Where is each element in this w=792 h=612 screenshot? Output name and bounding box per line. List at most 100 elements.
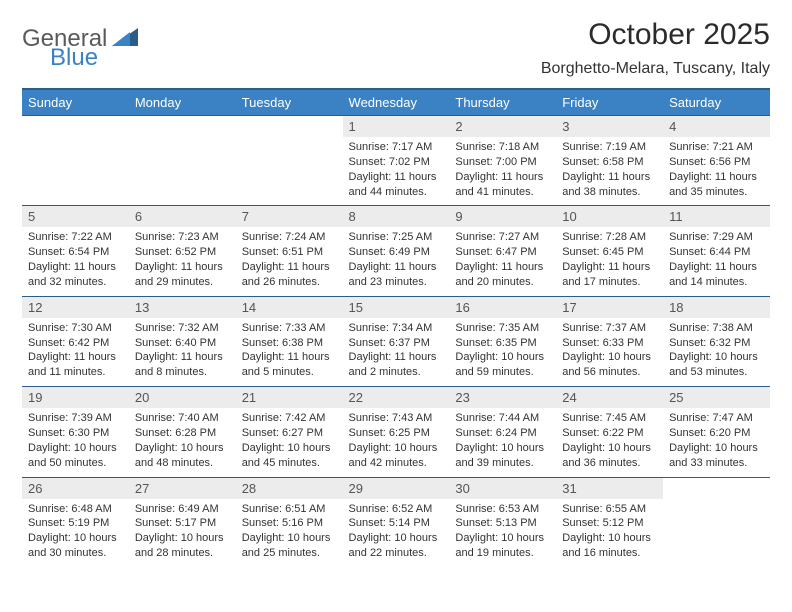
day-number-cell: 30 (449, 477, 556, 499)
day-d2: and 48 minutes. (135, 456, 230, 471)
day-d2: and 56 minutes. (562, 365, 657, 380)
day-sr: Sunrise: 7:19 AM (562, 140, 657, 155)
week-2-info-row: Sunrise: 7:30 AMSunset: 6:42 PMDaylight:… (22, 318, 770, 387)
day-info-cell (663, 499, 770, 567)
day-info-cell: Sunrise: 7:42 AMSunset: 6:27 PMDaylight:… (236, 408, 343, 477)
day-info-cell: Sunrise: 7:35 AMSunset: 6:35 PMDaylight:… (449, 318, 556, 387)
day-info-cell: Sunrise: 6:53 AMSunset: 5:13 PMDaylight:… (449, 499, 556, 567)
day-ss: Sunset: 6:30 PM (28, 426, 123, 441)
day-ss: Sunset: 6:44 PM (669, 245, 764, 260)
day-d2: and 29 minutes. (135, 275, 230, 290)
day-ss: Sunset: 6:25 PM (349, 426, 444, 441)
day-number-cell (129, 116, 236, 138)
day-d1: Daylight: 11 hours (135, 260, 230, 275)
week-1-info-row: Sunrise: 7:22 AMSunset: 6:54 PMDaylight:… (22, 227, 770, 296)
day-ss: Sunset: 6:33 PM (562, 336, 657, 351)
day-sr: Sunrise: 7:30 AM (28, 321, 123, 336)
week-3-daynum-row: 19202122232425 (22, 387, 770, 409)
day-number-cell: 2 (449, 116, 556, 138)
day-sr: Sunrise: 7:37 AM (562, 321, 657, 336)
day-sr: Sunrise: 7:43 AM (349, 411, 444, 426)
day-ss: Sunset: 6:28 PM (135, 426, 230, 441)
day-ss: Sunset: 5:17 PM (135, 516, 230, 531)
day-info-cell: Sunrise: 7:25 AMSunset: 6:49 PMDaylight:… (343, 227, 450, 296)
day-d1: Daylight: 11 hours (28, 260, 123, 275)
day-ss: Sunset: 6:49 PM (349, 245, 444, 260)
day-d2: and 39 minutes. (455, 456, 550, 471)
day-number-cell: 14 (236, 296, 343, 318)
day-d2: and 19 minutes. (455, 546, 550, 561)
week-2-daynum-row: 12131415161718 (22, 296, 770, 318)
day-sr: Sunrise: 7:17 AM (349, 140, 444, 155)
day-ss: Sunset: 6:47 PM (455, 245, 550, 260)
day-info-cell: Sunrise: 7:17 AMSunset: 7:02 PMDaylight:… (343, 137, 450, 206)
day-number-cell: 21 (236, 387, 343, 409)
day-ss: Sunset: 5:12 PM (562, 516, 657, 531)
day-ss: Sunset: 6:24 PM (455, 426, 550, 441)
day-d2: and 33 minutes. (669, 456, 764, 471)
day-ss: Sunset: 6:38 PM (242, 336, 337, 351)
day-info-cell: Sunrise: 7:39 AMSunset: 6:30 PMDaylight:… (22, 408, 129, 477)
logo: General Blue (22, 24, 138, 70)
day-info-cell: Sunrise: 7:44 AMSunset: 6:24 PMDaylight:… (449, 408, 556, 477)
day-d1: Daylight: 11 hours (669, 260, 764, 275)
day-d2: and 2 minutes. (349, 365, 444, 380)
logo-text-wrap: General Blue (22, 24, 138, 70)
day-ss: Sunset: 7:02 PM (349, 155, 444, 170)
day-number-cell: 25 (663, 387, 770, 409)
location-text: Borghetto-Melara, Tuscany, Italy (541, 60, 770, 78)
day-d2: and 38 minutes. (562, 185, 657, 200)
day-sr: Sunrise: 7:24 AM (242, 230, 337, 245)
day-number-cell: 26 (22, 477, 129, 499)
day-number-cell: 8 (343, 206, 450, 228)
day-ss: Sunset: 6:52 PM (135, 245, 230, 260)
day-sr: Sunrise: 7:42 AM (242, 411, 337, 426)
day-sr: Sunrise: 7:40 AM (135, 411, 230, 426)
day-info-cell: Sunrise: 7:38 AMSunset: 6:32 PMDaylight:… (663, 318, 770, 387)
day-d2: and 23 minutes. (349, 275, 444, 290)
day-number-cell: 6 (129, 206, 236, 228)
day-d2: and 50 minutes. (28, 456, 123, 471)
day-sr: Sunrise: 7:28 AM (562, 230, 657, 245)
day-sr: Sunrise: 6:55 AM (562, 502, 657, 517)
week-1-daynum-row: 567891011 (22, 206, 770, 228)
day-d1: Daylight: 11 hours (135, 350, 230, 365)
day-info-cell (129, 137, 236, 206)
day-d2: and 8 minutes. (135, 365, 230, 380)
day-number-cell: 1 (343, 116, 450, 138)
day-d1: Daylight: 10 hours (242, 441, 337, 456)
day-info-cell: Sunrise: 7:37 AMSunset: 6:33 PMDaylight:… (556, 318, 663, 387)
day-sr: Sunrise: 6:53 AM (455, 502, 550, 517)
day-d1: Daylight: 11 hours (349, 350, 444, 365)
day-sr: Sunrise: 7:33 AM (242, 321, 337, 336)
day-ss: Sunset: 6:27 PM (242, 426, 337, 441)
dayhead-monday: Monday (129, 89, 236, 116)
logo-text-blue: Blue (50, 47, 138, 70)
day-ss: Sunset: 5:16 PM (242, 516, 337, 531)
day-info-cell: Sunrise: 7:47 AMSunset: 6:20 PMDaylight:… (663, 408, 770, 477)
day-d2: and 17 minutes. (562, 275, 657, 290)
dayhead-saturday: Saturday (663, 89, 770, 116)
day-d1: Daylight: 10 hours (349, 441, 444, 456)
day-d2: and 22 minutes. (349, 546, 444, 561)
dayhead-thursday: Thursday (449, 89, 556, 116)
day-info-cell: Sunrise: 7:40 AMSunset: 6:28 PMDaylight:… (129, 408, 236, 477)
dayhead-tuesday: Tuesday (236, 89, 343, 116)
day-ss: Sunset: 5:14 PM (349, 516, 444, 531)
day-d1: Daylight: 10 hours (455, 350, 550, 365)
day-d1: Daylight: 10 hours (349, 531, 444, 546)
day-d2: and 42 minutes. (349, 456, 444, 471)
day-d2: and 59 minutes. (455, 365, 550, 380)
day-info-cell: Sunrise: 6:49 AMSunset: 5:17 PMDaylight:… (129, 499, 236, 567)
day-d1: Daylight: 10 hours (562, 350, 657, 365)
day-number-cell (663, 477, 770, 499)
day-d2: and 28 minutes. (135, 546, 230, 561)
page-title: October 2025 (541, 18, 770, 52)
day-number-cell: 4 (663, 116, 770, 138)
day-d1: Daylight: 11 hours (242, 350, 337, 365)
day-ss: Sunset: 6:37 PM (349, 336, 444, 351)
day-d2: and 16 minutes. (562, 546, 657, 561)
dayhead-wednesday: Wednesday (343, 89, 450, 116)
day-info-cell: Sunrise: 7:45 AMSunset: 6:22 PMDaylight:… (556, 408, 663, 477)
day-number-cell: 29 (343, 477, 450, 499)
